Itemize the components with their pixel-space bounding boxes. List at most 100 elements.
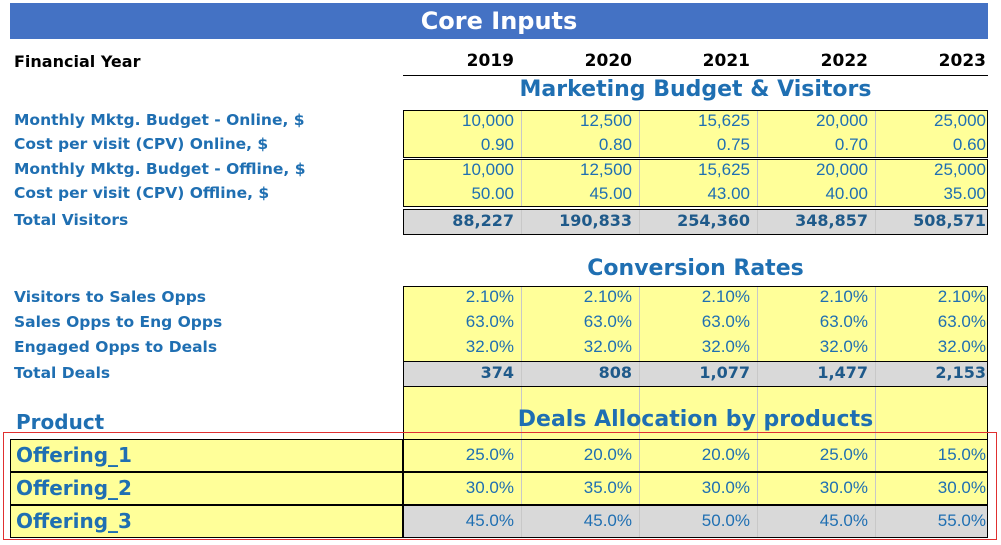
allocation-value[interactable]: 35.0% — [583, 478, 632, 497]
cell-value[interactable]: 63.0% — [937, 312, 986, 331]
allocation-value[interactable]: 25.0% — [465, 445, 514, 464]
cell-value[interactable]: 0.60 — [952, 135, 986, 154]
cell-value[interactable]: 348,857 — [795, 211, 868, 230]
allocation-value[interactable]: 45.0% — [465, 511, 514, 530]
cell-value[interactable]: 43.00 — [707, 184, 750, 203]
column-separator — [875, 287, 876, 510]
cell-value[interactable]: 808 — [598, 363, 632, 382]
cell-value[interactable]: 15,625 — [698, 111, 750, 130]
column-separator — [757, 506, 758, 537]
cell-value[interactable]: 88,227 — [452, 211, 514, 230]
product-name-3[interactable]: Offering_3 — [16, 509, 132, 533]
allocation-value[interactable]: 45.0% — [819, 511, 868, 530]
allocation-value[interactable]: 45.0% — [583, 511, 632, 530]
section-title: Conversion Rates — [587, 256, 804, 281]
cell-value[interactable]: 190,833 — [559, 211, 632, 230]
cell-value[interactable]: 0.80 — [598, 135, 632, 154]
total-label: Total Deals — [14, 364, 111, 382]
cell-value[interactable]: 12,500 — [580, 160, 632, 179]
year-header-2020: 2020 — [584, 51, 632, 71]
column-separator — [639, 111, 640, 157]
cell-value[interactable]: 1,477 — [817, 363, 868, 382]
cell-value[interactable]: 2.10% — [937, 287, 986, 306]
cell-value[interactable]: 0.70 — [834, 135, 868, 154]
allocation-value[interactable]: 15.0% — [937, 445, 986, 464]
cell-value[interactable]: 10,000 — [462, 160, 514, 179]
cell-value[interactable]: 374 — [480, 363, 514, 382]
cell-value[interactable]: 25,000 — [934, 111, 986, 130]
cell-value[interactable]: 2.10% — [583, 287, 632, 306]
column-separator — [757, 473, 758, 504]
column-separator — [639, 506, 640, 537]
column-separator — [875, 362, 876, 386]
row-label: Visitors to Sales Opps — [14, 288, 207, 306]
cell-value[interactable]: 63.0% — [819, 312, 868, 331]
allocation-value[interactable]: 25.0% — [819, 445, 868, 464]
cell-value[interactable]: 0.90 — [480, 135, 514, 154]
column-separator — [875, 440, 876, 471]
column-separator — [757, 362, 758, 386]
column-separator — [521, 473, 522, 504]
column-separator — [639, 160, 640, 206]
cell-value[interactable]: 0.75 — [716, 135, 750, 154]
allocation-value[interactable]: 30.0% — [701, 478, 750, 497]
column-separator — [521, 111, 522, 157]
column-separator — [521, 210, 522, 234]
cell-value[interactable]: 32.0% — [819, 337, 868, 356]
allocation-value[interactable]: 20.0% — [583, 445, 632, 464]
cell-value[interactable]: 508,571 — [913, 211, 986, 230]
cell-value[interactable]: 254,360 — [677, 211, 750, 230]
column-separator — [875, 210, 876, 234]
column-separator — [757, 210, 758, 234]
cell-value[interactable]: 12,500 — [580, 111, 632, 130]
cell-value[interactable]: 40.00 — [825, 184, 868, 203]
column-separator — [757, 160, 758, 206]
allocation-row-3 — [403, 505, 988, 538]
cell-value[interactable]: 20,000 — [816, 111, 868, 130]
cell-value[interactable]: 2.10% — [701, 287, 750, 306]
allocation-value[interactable]: 20.0% — [701, 445, 750, 464]
row-label: Cost per visit (CPV) Online, $ — [14, 135, 269, 153]
product-name-1[interactable]: Offering_1 — [16, 443, 132, 467]
section-title: Deals Allocation by products — [517, 407, 874, 432]
cell-value[interactable]: 15,625 — [698, 160, 750, 179]
column-separator — [875, 506, 876, 537]
cell-value[interactable]: 32.0% — [583, 337, 632, 356]
cell-value[interactable]: 32.0% — [701, 337, 750, 356]
cell-value[interactable]: 32.0% — [465, 337, 514, 356]
total-visitors-block — [403, 209, 988, 235]
total-label: Total Visitors — [14, 211, 129, 229]
financial-year-label: Financial Year — [14, 52, 141, 71]
year-header-2021: 2021 — [702, 51, 750, 71]
column-separator — [521, 506, 522, 537]
cell-value[interactable]: 32.0% — [937, 337, 986, 356]
cell-value[interactable]: 1,077 — [699, 363, 750, 382]
allocation-value[interactable]: 50.0% — [701, 511, 750, 530]
allocation-value[interactable]: 30.0% — [937, 478, 986, 497]
allocation-value[interactable]: 30.0% — [465, 478, 514, 497]
allocation-row-2 — [403, 472, 988, 505]
product-name-cell — [10, 472, 403, 505]
cell-value[interactable]: 10,000 — [462, 111, 514, 130]
allocation-value[interactable]: 30.0% — [819, 478, 868, 497]
row-label: Cost per visit (CPV) Offline, $ — [14, 184, 270, 202]
allocation-value[interactable]: 55.0% — [937, 511, 986, 530]
input-block-online — [403, 110, 988, 158]
cell-value[interactable]: 63.0% — [701, 312, 750, 331]
cell-value[interactable]: 50.00 — [471, 184, 514, 203]
cell-value[interactable]: 2,153 — [935, 363, 986, 382]
cell-value[interactable]: 63.0% — [583, 312, 632, 331]
selection-highlight-box — [3, 432, 997, 540]
column-separator — [639, 362, 640, 386]
cell-value[interactable]: 35.00 — [943, 184, 986, 203]
column-separator — [521, 440, 522, 471]
cell-value[interactable]: 25,000 — [934, 160, 986, 179]
column-separator — [757, 111, 758, 157]
cell-value[interactable]: 63.0% — [465, 312, 514, 331]
product-name-2[interactable]: Offering_2 — [16, 476, 132, 500]
cell-value[interactable]: 2.10% — [819, 287, 868, 306]
column-separator — [639, 287, 640, 510]
cell-value[interactable]: 45.00 — [589, 184, 632, 203]
cell-value[interactable]: 20,000 — [816, 160, 868, 179]
cell-value[interactable]: 2.10% — [465, 287, 514, 306]
